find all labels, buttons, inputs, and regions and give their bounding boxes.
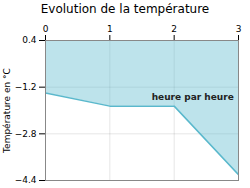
svg-text:−2.8: −2.8 [15,129,37,139]
svg-text:3: 3 [236,24,242,34]
svg-text:−1.2: −1.2 [15,82,37,92]
svg-text:Température en °C: Température en °C [2,68,12,154]
html-text:Evolution de la température: Evolution de la température [40,2,210,16]
svg-text:0: 0 [43,24,49,34]
svg-text:0.4: 0.4 [22,35,37,45]
svg-text:1: 1 [107,24,113,34]
svg-text:2: 2 [171,24,177,34]
svg-text:heure par heure: heure par heure [152,92,234,102]
svg-text:−4.4: −4.4 [15,175,37,185]
